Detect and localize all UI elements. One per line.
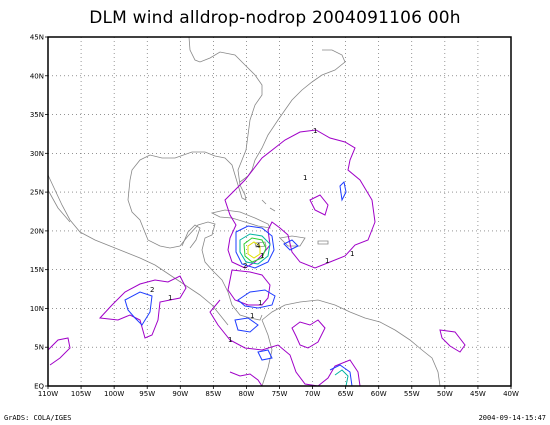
coastline-east (239, 49, 346, 183)
coastline-yucatan (181, 224, 201, 249)
y-tick-label: 40N (30, 72, 44, 80)
contour-1-f (439, 329, 466, 353)
coastline-colombia-pacific (261, 319, 273, 387)
x-tick-label: 45W (470, 390, 486, 398)
contour-1-g (47, 337, 71, 366)
coastline-jamaica (254, 241, 267, 248)
contour-label: 1 (303, 174, 307, 182)
x-tick-label: 55W (404, 390, 420, 398)
contour-label: 1 (258, 299, 262, 307)
contour-label: 1 (313, 127, 317, 135)
contour-1-i (229, 371, 263, 387)
map-frame (47, 36, 512, 387)
x-tick-label: 65W (338, 390, 354, 398)
y-tick-label: 5N (34, 344, 44, 352)
x-tick-label: 95W (139, 390, 155, 398)
y-tick-label: 20N (30, 227, 44, 235)
x-tick-label: 60W (371, 390, 387, 398)
contour-2-h (257, 349, 273, 361)
contour-3-core (239, 233, 271, 265)
contour-label: 1 (228, 336, 232, 344)
contour-1-c (98, 275, 187, 339)
coastline-bahamas (261, 199, 276, 212)
contour-2-a (235, 225, 275, 269)
contour-2-e (339, 180, 347, 202)
contour-1-main (224, 129, 376, 269)
coastline-gulf (127, 36, 263, 321)
x-tick-label: 110W (38, 390, 58, 398)
coastline-puertorico (317, 240, 329, 245)
contour-label: 1 (168, 294, 172, 302)
contours (47, 129, 466, 387)
contour-1-e (291, 319, 326, 349)
contour-1-b (227, 269, 271, 306)
coastlines (47, 36, 441, 387)
y-tick-label: 25N (30, 189, 44, 197)
x-tick-label: 100W (104, 390, 124, 398)
coastline-baja (47, 189, 71, 223)
contour-2-c (237, 289, 276, 309)
grid-lines (48, 37, 511, 386)
contour-label: 1 (250, 312, 254, 320)
contour-label: 2 (150, 286, 154, 294)
contour-1-h (309, 194, 329, 216)
coastline-hispaniola (279, 235, 306, 247)
contour-label: 2 (243, 262, 247, 270)
y-tick-label: 15N (30, 266, 44, 274)
y-tick-label: 10N (30, 305, 44, 313)
contour-3-b (334, 369, 349, 387)
contour-2-f (283, 239, 299, 251)
coastline-mexico-pacific (47, 174, 229, 326)
x-tick-label: 90W (172, 390, 188, 398)
contour-5-core (247, 241, 261, 259)
contour-2-d (234, 317, 259, 333)
contour-4-core (243, 237, 267, 263)
coastline-south-america (261, 299, 441, 387)
contour-2-g (329, 364, 353, 387)
x-tick-label: 70W (305, 390, 321, 398)
y-tick-label: 45N (30, 34, 44, 42)
x-tick-label: 105W (71, 390, 91, 398)
contour-label: 4 (256, 242, 261, 250)
contour-label: 1 (260, 252, 264, 260)
contour-1-d (209, 299, 361, 387)
y-tick-label: 35N (30, 111, 44, 119)
contour-label: 1 (325, 257, 329, 265)
x-tick-label: 80W (239, 390, 255, 398)
contour-label: 1 (350, 250, 354, 258)
map-title: DLM wind alldrop-nodrop 2004091106 00h (89, 8, 461, 28)
coastline-cuba (210, 209, 271, 229)
x-tick-label: 40W (503, 390, 519, 398)
y-tick-label: EQ (34, 383, 44, 391)
y-tick-label: 30N (30, 150, 44, 158)
contour-2-b (124, 291, 153, 326)
footer-right-text: 2004-09-14-15:47 (478, 414, 546, 422)
x-tick-label: 75W (272, 390, 288, 398)
axes: 110W 105W 100W 95W 90W 85W 80W 75W 70W 65W 60W 55W 5… (30, 34, 519, 399)
x-tick-label: 85W (205, 390, 221, 398)
x-tick-label: 50W (437, 390, 453, 398)
footer-left-text: GrADS: COLA/IGES (4, 414, 72, 422)
